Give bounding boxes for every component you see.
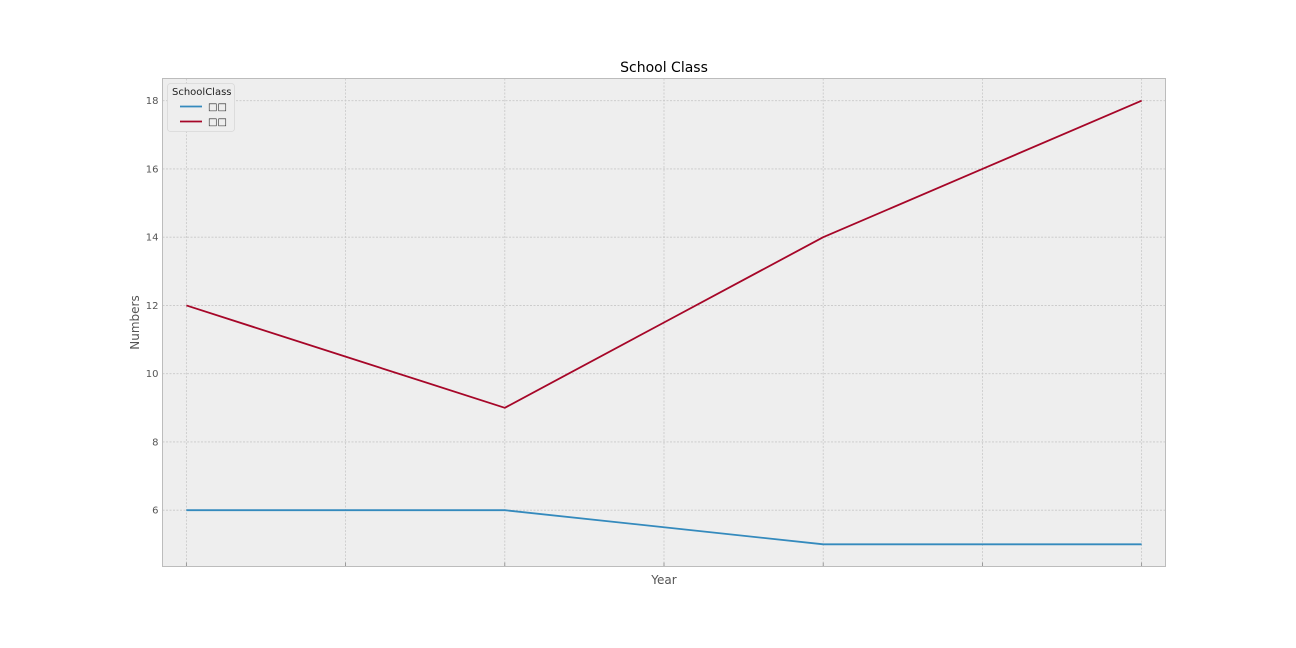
series-line-2 — [186, 99, 1142, 409]
legend-title: SchoolClass — [172, 87, 232, 98]
y-axis-label: Numbers — [128, 295, 142, 349]
y-tick-label: 10 — [146, 369, 159, 380]
y-tick-label: 16 — [146, 164, 159, 175]
y-tick-label: 18 — [146, 96, 159, 107]
chart-title: School Class — [620, 60, 708, 76]
legend: SchoolClass □□ □□ — [167, 83, 235, 132]
y-tick-label: 8 — [152, 437, 158, 448]
series-lines — [186, 99, 1142, 546]
plot-frame — [162, 78, 1166, 567]
x-axis-label: Year — [650, 573, 676, 587]
y-tick-label: 12 — [146, 301, 159, 312]
legend-label-1: □□ — [208, 102, 227, 113]
y-tick-label: 6 — [152, 506, 158, 517]
legend-box — [167, 83, 235, 132]
grid — [162, 78, 1166, 567]
legend-label-2: □□ — [208, 117, 227, 128]
legend-entries: □□ □□ — [180, 102, 227, 128]
series-line-1 — [186, 509, 1142, 546]
y-tick-label: 14 — [146, 233, 159, 244]
axis-ticks: 6 8 10 12 14 16 18 — [146, 96, 1143, 567]
